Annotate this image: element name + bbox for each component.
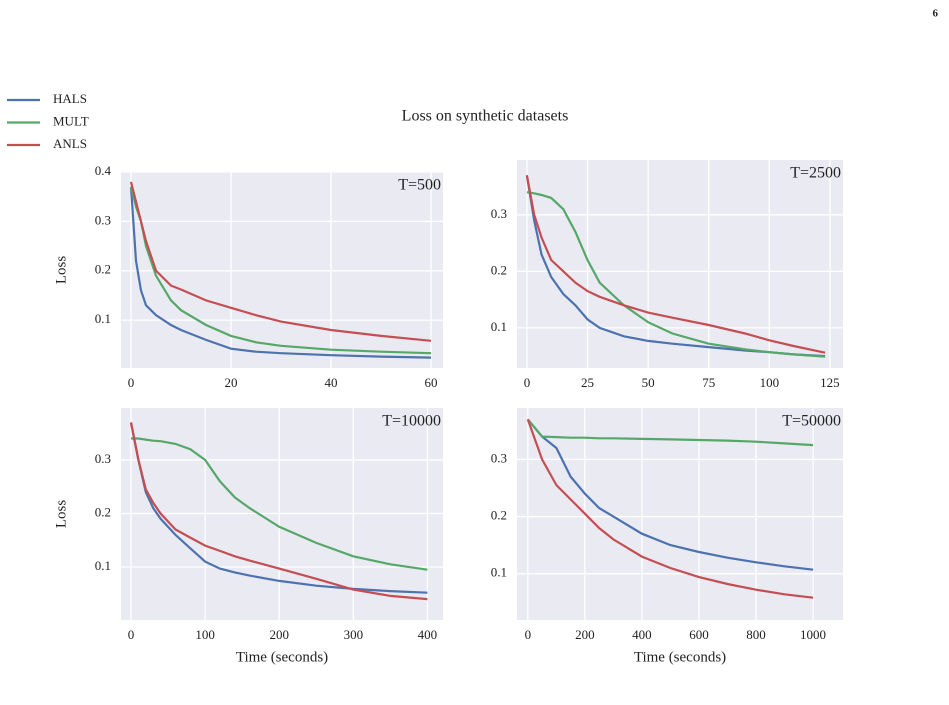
panel-annotation: T=50000 [782, 413, 841, 430]
y-tick-label: 0.1 [491, 565, 507, 580]
figure-title: Loss on synthetic datasets [402, 108, 569, 125]
y-tick-label: 0.1 [95, 311, 111, 326]
y-tick-label: 0.3 [491, 206, 507, 221]
y-tick-label: 0.2 [491, 262, 507, 277]
x-tick-label: 125 [820, 375, 840, 390]
series-line [129, 422, 428, 594]
page-number: 6 [933, 8, 939, 20]
x-tick-label: 200 [575, 627, 595, 642]
x-tick-label: 0 [524, 375, 531, 390]
y-tick-label: 0.1 [491, 319, 507, 334]
plot-area [517, 160, 843, 368]
x-tick-label: 100 [760, 375, 780, 390]
panel-annotation: T=10000 [382, 413, 441, 430]
y-tick-label: 0.2 [95, 504, 111, 519]
legend-label: ANLS [53, 136, 87, 151]
series-line [526, 418, 814, 447]
x-tick-label: 40 [325, 375, 338, 390]
x-tick-label: 50 [642, 375, 655, 390]
x-tick-label: 800 [746, 627, 766, 642]
x-axis-label: Time (seconds) [634, 649, 726, 665]
x-tick-label: 0 [128, 375, 135, 390]
x-tick-label: 0 [128, 627, 135, 642]
y-tick-label: 0.3 [95, 451, 111, 466]
x-axis-label: Time (seconds) [236, 649, 328, 665]
x-tick-label: 400 [418, 627, 438, 642]
series-line [526, 419, 814, 599]
x-tick-label: 300 [344, 627, 364, 642]
y-tick-label: 0.3 [491, 450, 507, 465]
y-tick-label: 0.4 [95, 163, 112, 178]
panel-annotation: T=2500 [790, 165, 841, 182]
series-line [129, 422, 428, 601]
y-axis-label: Loss [53, 256, 69, 285]
panel-annotation: T=500 [398, 177, 441, 194]
series-line [131, 437, 428, 571]
x-tick-label: 75 [702, 375, 715, 390]
x-tick-label: 20 [225, 375, 238, 390]
x-tick-label: 200 [269, 627, 289, 642]
series-line [129, 181, 432, 342]
plot-area [121, 172, 443, 368]
series-line [526, 418, 814, 571]
legend-label: HALS [53, 91, 87, 106]
y-tick-label: 0.2 [95, 262, 111, 277]
y-tick-label: 0.1 [95, 558, 111, 573]
y-axis-label: Loss [53, 500, 69, 529]
x-tick-label: 0 [525, 627, 532, 642]
series-line [525, 175, 826, 354]
x-tick-label: 600 [689, 627, 709, 642]
x-tick-label: 25 [581, 375, 594, 390]
series-line [526, 191, 826, 358]
x-tick-label: 1000 [800, 627, 826, 642]
y-tick-label: 0.3 [95, 212, 111, 227]
x-tick-label: 100 [195, 627, 215, 642]
x-tick-label: 400 [632, 627, 652, 642]
y-tick-label: 0.2 [491, 508, 507, 523]
x-tick-label: 60 [425, 375, 438, 390]
series-line [129, 186, 432, 359]
legend-label: MULT [53, 113, 89, 128]
